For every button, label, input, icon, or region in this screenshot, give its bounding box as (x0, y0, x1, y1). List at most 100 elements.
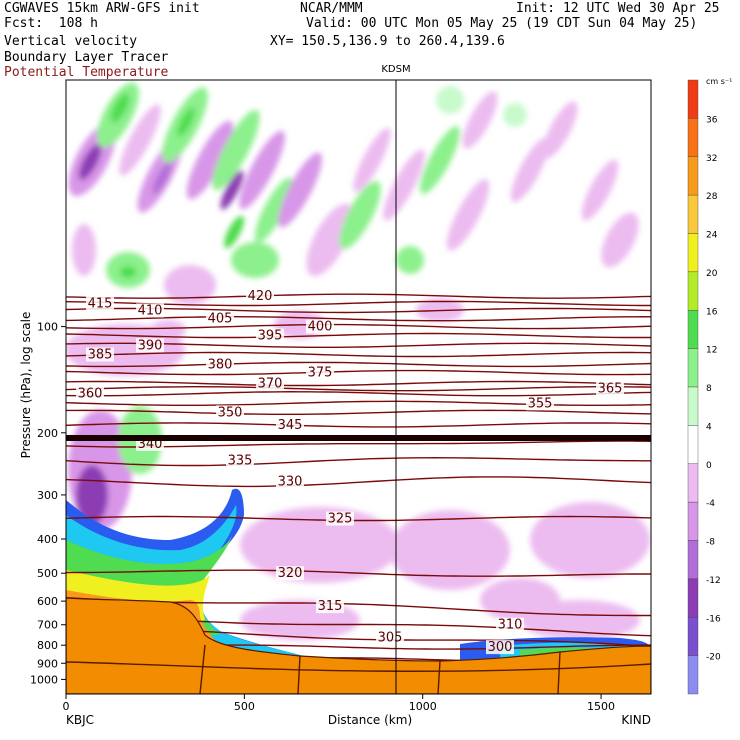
colorbar-label: 0 (706, 461, 712, 471)
theta-label-bg (376, 630, 404, 645)
theta-label-bg (276, 566, 304, 581)
theta-label-bg (216, 405, 244, 420)
theta-label: 395 (258, 329, 283, 344)
theta-label-bg (86, 347, 114, 362)
w-cell (212, 109, 260, 191)
colorbar-swatch (687, 425, 699, 464)
theta-label: 355 (528, 396, 553, 411)
theta-label-bg (136, 303, 164, 318)
field-vertical-velocity: Vertical velocity (4, 34, 138, 49)
theta-contour (66, 409, 651, 415)
w-cell (110, 93, 130, 123)
x-axis: 0 500 1000 1500 (63, 694, 615, 713)
w-cell (231, 242, 279, 278)
w-cell (339, 180, 381, 250)
terrain-cell-edges (66, 644, 651, 694)
colorbar-swatch (687, 578, 699, 618)
theta-contour (66, 369, 651, 376)
colorbar-label: -20 (706, 653, 721, 663)
y-tick-label: 700 (37, 619, 58, 632)
theta-label: 415 (88, 296, 113, 311)
theta-label-bg (206, 357, 234, 372)
w-cell (446, 179, 490, 251)
y-tick-label: 300 (37, 489, 58, 502)
theta-contour (66, 515, 651, 522)
w-cell (420, 126, 460, 194)
colorbar: 36 32 28 24 20 16 12 8 4 0 -4 -8 -12 -16 -20 (687, 79, 721, 695)
w-cell (601, 212, 639, 268)
y-tick-label: 800 (37, 639, 58, 652)
theta-label-bg (276, 417, 304, 432)
colorbar-label: 16 (706, 307, 718, 317)
colorbar-swatch (687, 386, 699, 426)
w-cell (72, 224, 96, 276)
terrain-edge (199, 644, 206, 694)
theta-label: 405 (208, 312, 233, 327)
colorbar-label: 32 (706, 154, 717, 164)
theta-label: 310 (498, 618, 523, 633)
field-potential-temperature: Potential Temperature (4, 65, 169, 80)
tropopause-band (66, 435, 651, 441)
field-boundary-layer-tracer: Boundary Layer Tracer (4, 50, 169, 65)
theta-label-bg (226, 453, 254, 468)
theta-label: 335 (228, 454, 253, 469)
colorbar-label: 4 (706, 422, 712, 432)
y-tick-label: 500 (37, 567, 58, 580)
model-title: CGWAVES 15km ARW-GFS init (4, 1, 200, 16)
w-cell (152, 161, 172, 195)
colorbar-swatch (687, 194, 699, 234)
w-cell (306, 203, 354, 277)
w-cell (120, 266, 136, 278)
theta-label: 420 (248, 289, 273, 304)
theta-label: 350 (218, 405, 243, 420)
colorbar-swatch (687, 79, 699, 119)
y-tick-label: 900 (37, 657, 58, 670)
w-cell (530, 502, 650, 578)
terrain-edge (66, 661, 651, 672)
w-cell (239, 130, 285, 210)
theta-label: 410 (138, 303, 163, 318)
colorbar-label: 28 (706, 192, 718, 202)
theta-label-bg (596, 381, 624, 396)
x-tick-label: 1500 (587, 700, 615, 713)
theta-label: 330 (278, 475, 303, 490)
w-cell (164, 265, 216, 305)
colorbar-swatch (687, 540, 699, 580)
theta-label: 345 (278, 418, 303, 433)
w-cell (224, 215, 244, 249)
theta-contour (66, 332, 651, 339)
theta-label-bg (246, 289, 274, 304)
theta-contour (66, 386, 651, 392)
theta-label: 365 (598, 382, 623, 397)
w-cell (542, 101, 578, 159)
colorbar-swatch (687, 310, 699, 349)
theta-contour (66, 456, 651, 467)
colorbar-label: 20 (706, 269, 718, 279)
colorbar-swatch (687, 501, 699, 541)
colorbar-swatch (687, 271, 699, 311)
theta-label-bg (256, 376, 284, 391)
colorbar-label: -4 (706, 499, 715, 509)
w-cell (396, 246, 424, 274)
terrain-edge (557, 651, 561, 694)
y-tick-label: 600 (37, 595, 58, 608)
colorbar-label: 8 (706, 384, 712, 394)
theta-contour (66, 323, 651, 330)
colorbar-label: -8 (706, 538, 715, 548)
colorbar-swatch (687, 617, 699, 656)
theta-label-bg (256, 328, 284, 343)
colorbar-swatch (687, 233, 699, 273)
colorbar-label: -12 (706, 576, 721, 586)
theta-contour (66, 361, 651, 368)
theta-contour (66, 351, 651, 358)
station-label-right: KIND (621, 713, 651, 727)
w-cell (186, 120, 234, 200)
w-cell (119, 104, 161, 176)
theta-label-bg (486, 640, 514, 655)
theta-contour (66, 390, 651, 397)
theta-label: 370 (258, 377, 283, 392)
theta-contour (66, 422, 651, 428)
y-tick-label: 400 (37, 533, 58, 546)
